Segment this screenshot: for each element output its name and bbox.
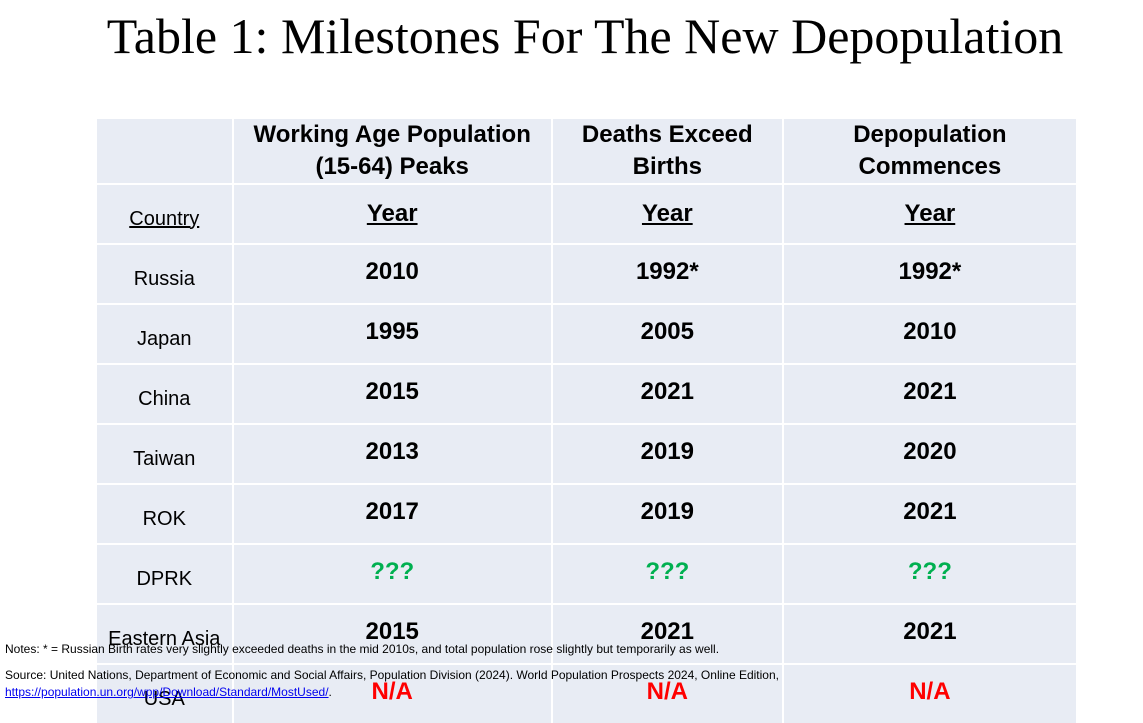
depopulation-value: ??? xyxy=(783,545,1076,605)
country-name: Taiwan xyxy=(97,425,234,485)
table-row: Russia 2010 1992* 1992* xyxy=(97,245,1076,305)
source-citation: Source: United Nations, Department of Ec… xyxy=(5,667,779,701)
country-name: Eastern Asia xyxy=(97,605,234,665)
working-age-peak-value: ??? xyxy=(233,545,553,605)
table-row: ROK 2017 2019 2021 xyxy=(97,485,1076,545)
country-name: ROK xyxy=(97,485,234,545)
milestones-table: Working Age Population (15-64) Peaks Dea… xyxy=(97,119,1076,723)
source-link-suffix: . xyxy=(328,685,332,699)
source-text: Source: United Nations, Department of Ec… xyxy=(5,668,779,682)
working-age-peak-value: 2015 xyxy=(233,365,553,425)
header-working-age-line2: (15-64) Peaks xyxy=(315,153,469,180)
depopulation-value: 2021 xyxy=(783,365,1076,425)
header-working-age: Working Age Population (15-64) Peaks xyxy=(233,119,553,185)
header-country-blank xyxy=(97,119,234,185)
source-link-line: https://population.un.org/wpp/Download/S… xyxy=(5,684,779,701)
header-depopulation-line1: Depopulation xyxy=(853,121,1007,148)
country-name: Japan xyxy=(97,305,234,365)
working-age-peak-value: 2010 xyxy=(233,245,553,305)
depopulation-value: 2021 xyxy=(783,485,1076,545)
deaths-exceed-value: 1992* xyxy=(552,245,784,305)
notes-text: Notes: * = Russian Birth rates very slig… xyxy=(5,642,720,656)
table-subheader-row: Country Year Year Year xyxy=(97,185,1076,245)
subheader-year-c: Year xyxy=(783,185,1076,245)
working-age-peak-value: 2015 xyxy=(233,605,553,665)
working-age-peak-value: 2013 xyxy=(233,425,553,485)
subheader-country: Country xyxy=(97,185,234,245)
deaths-exceed-value: 2019 xyxy=(552,425,784,485)
working-age-peak-value: 2017 xyxy=(233,485,553,545)
header-deaths-exceed: Deaths Exceed Births xyxy=(552,119,784,185)
header-working-age-line1: Working Age Population xyxy=(253,121,531,148)
country-name: Russia xyxy=(97,245,234,305)
page-title: Table 1: Milestones For The New Depopula… xyxy=(106,8,1064,64)
table-row: Eastern Asia 2015 2021 2021 xyxy=(97,605,1076,665)
header-deaths-exceed-line1: Deaths Exceed xyxy=(581,121,753,148)
depopulation-value: 2010 xyxy=(783,305,1076,365)
deaths-exceed-value: ??? xyxy=(552,545,784,605)
table-row: Taiwan 2013 2019 2020 xyxy=(97,425,1076,485)
header-deaths-exceed-line2: Births xyxy=(632,153,702,180)
subheader-year-a: Year xyxy=(233,185,553,245)
depopulation-value: N/A xyxy=(783,665,1076,723)
deaths-exceed-value: 2021 xyxy=(552,365,784,425)
deaths-exceed-value: 2021 xyxy=(552,605,784,665)
table-row: Japan 1995 2005 2010 xyxy=(97,305,1076,365)
table-row: USA N/A N/A N/A xyxy=(97,665,1076,723)
header-depopulation: Depopulation Commences xyxy=(783,119,1076,185)
table-row: DPRK ??? ??? ??? xyxy=(97,545,1076,605)
header-depopulation-line2: Commences xyxy=(858,153,1002,180)
depopulation-value: 2021 xyxy=(783,605,1076,665)
subheader-year-b: Year xyxy=(552,185,784,245)
table-header-row: Working Age Population (15-64) Peaks Dea… xyxy=(97,119,1076,185)
deaths-exceed-value: 2019 xyxy=(552,485,784,545)
working-age-peak-value: 1995 xyxy=(233,305,553,365)
depopulation-value: 2020 xyxy=(783,425,1076,485)
source-link[interactable]: https://population.un.org/wpp/Download/S… xyxy=(5,685,329,699)
deaths-exceed-value: 2005 xyxy=(552,305,784,365)
country-name: China xyxy=(97,365,234,425)
country-name: DPRK xyxy=(97,545,234,605)
table-row: China 2015 2021 2021 xyxy=(97,365,1076,425)
depopulation-value: 1992* xyxy=(783,245,1076,305)
